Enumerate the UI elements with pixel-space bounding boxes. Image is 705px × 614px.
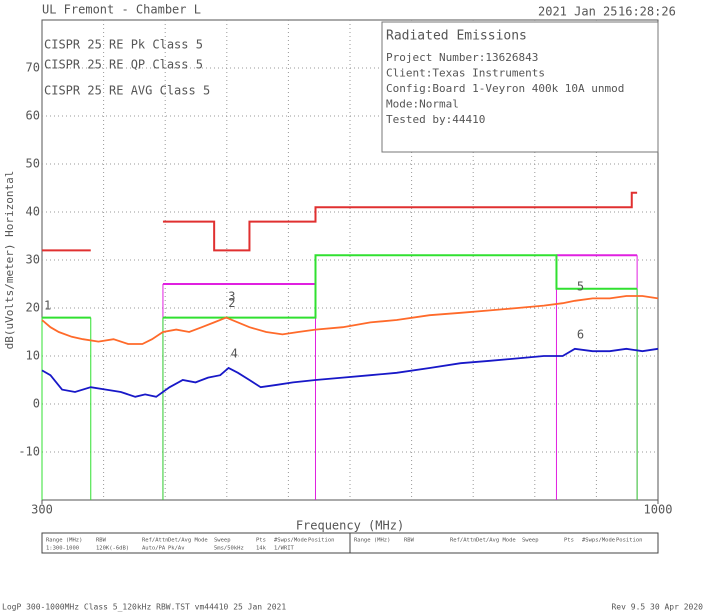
table-header: RBW xyxy=(96,538,107,544)
table-header: Position xyxy=(308,538,335,544)
footer-left: LogP 300-1000MHz Class 5_120kHz RBW.TST … xyxy=(2,603,286,612)
info-box xyxy=(381,21,659,153)
x-tick-label: 1000 xyxy=(644,503,673,517)
footer-right: Rev 9.5 30 Apr 2020 xyxy=(611,603,703,612)
y-tick-label: -10 xyxy=(18,445,40,459)
y-tick-label: 0 xyxy=(33,397,40,411)
table-header: Pts xyxy=(564,538,574,544)
table-header: Ref/Attn xyxy=(450,538,477,544)
table-header: Det/Avg Mode xyxy=(168,538,208,544)
x-axis-label: Frequency (MHz) xyxy=(296,519,404,533)
marker-label: 6 xyxy=(577,327,584,341)
table-header: Range (MHz) xyxy=(46,538,82,544)
marker-label: 5 xyxy=(577,279,584,293)
table-cell: Pk/Av xyxy=(168,546,185,552)
date-label: 2021 Jan 25 xyxy=(538,5,617,19)
table-header: Ref/Attn xyxy=(142,538,169,544)
trace-line xyxy=(41,347,659,398)
legend-entry: CISPR 25 RE Pk Class 5 xyxy=(44,38,203,52)
legend-entry: CISPR 25 RE AVG Class 5 xyxy=(44,84,210,98)
table-header: Position xyxy=(616,538,643,544)
y-tick-label: 40 xyxy=(26,205,40,219)
y-tick-label: 10 xyxy=(26,349,40,363)
marker-label: 2 xyxy=(228,296,235,310)
y-tick-label: 20 xyxy=(26,301,40,315)
table-header: Det/Avg Mode xyxy=(476,538,516,544)
y-tick-label: 50 xyxy=(26,157,40,171)
y-axis-label: dB(uVolts/meter) Horizontal xyxy=(3,171,16,350)
table-cell: 14k xyxy=(256,546,267,552)
marker-label: 4 xyxy=(231,347,238,361)
table-cell: 1/WRIT xyxy=(274,546,295,552)
y-tick-label: 30 xyxy=(26,253,40,267)
table-header: Sweep xyxy=(214,538,231,544)
table-cell: 120K(-6dB) xyxy=(96,546,129,552)
info-line: Project Number:13626843 xyxy=(386,51,538,64)
table-header: #Swps/Mode xyxy=(582,538,615,544)
table-header: Pts xyxy=(256,538,266,544)
table-header: Sweep xyxy=(522,538,539,544)
table-cell: 5ms/50kHz xyxy=(214,546,244,552)
info-line: Tested by:44410 xyxy=(386,113,485,126)
limit-line xyxy=(162,254,638,319)
y-tick-label: 70 xyxy=(26,61,40,75)
table-header: Range (MHz) xyxy=(354,538,390,544)
limit-line xyxy=(162,191,638,252)
info-line: Mode:Normal xyxy=(386,98,459,111)
table-cell: Auto/PA xyxy=(142,546,166,552)
y-tick-label: 60 xyxy=(26,109,40,123)
info-title: Radiated Emissions xyxy=(386,29,527,44)
site-label: UL Fremont - Chamber L xyxy=(42,3,201,17)
legend-entry: CISPR 25 RE QP Class 5 xyxy=(44,58,203,72)
marker-label: 3 xyxy=(228,290,235,304)
table-header: RBW xyxy=(404,538,415,544)
table-header: #Swps/Mode xyxy=(274,538,307,544)
trace-line xyxy=(41,295,659,345)
table-cell: 1:300-1000 xyxy=(46,546,79,552)
info-line: Config:Board 1-Veyron 400k 10A unmod xyxy=(386,82,624,95)
time-label: 16:28:26 xyxy=(618,5,676,19)
info-line: Client:Texas Instruments xyxy=(386,67,545,80)
marker-label: 1 xyxy=(44,299,51,313)
x-tick-label: 300 xyxy=(31,503,53,517)
